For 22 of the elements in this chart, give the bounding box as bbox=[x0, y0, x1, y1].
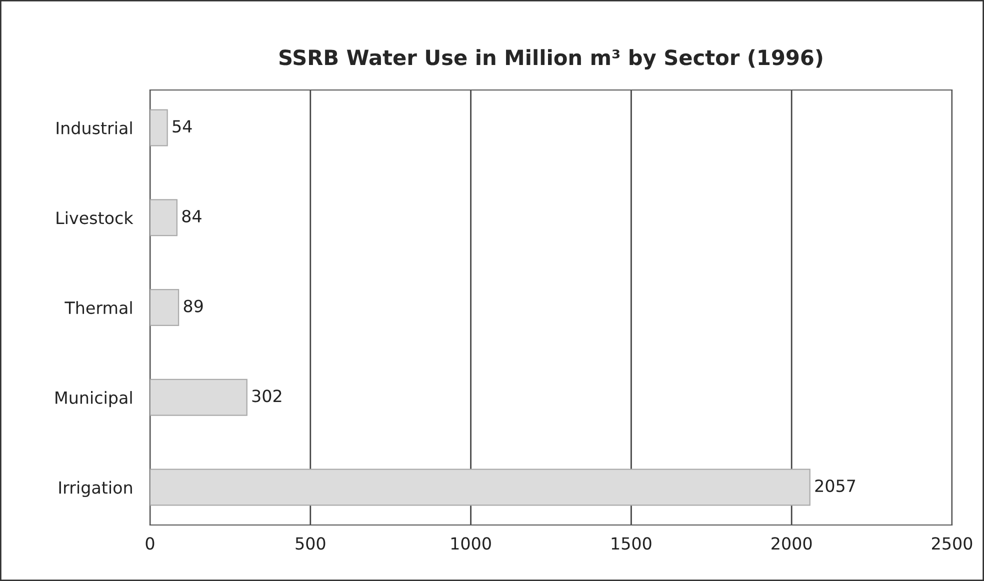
y-tick-label: Industrial bbox=[56, 121, 132, 134]
x-tick-label: 2500 bbox=[932, 537, 972, 550]
data-label: 302 bbox=[252, 390, 282, 402]
data-label: 54 bbox=[172, 120, 192, 133]
y-tick-label: Livestock bbox=[56, 211, 134, 224]
bar bbox=[150, 468, 810, 506]
x-tick-label: 1500 bbox=[612, 537, 652, 550]
bar bbox=[150, 199, 178, 236]
y-tick-label: Municipal bbox=[56, 391, 132, 408]
data-label: 84 bbox=[182, 210, 202, 222]
bar bbox=[150, 378, 248, 416]
bar bbox=[150, 109, 168, 146]
chart-title: SSRB Water Use in Million m³ by Sector (1996) bbox=[280, 49, 822, 70]
data-label: 2057 bbox=[815, 479, 856, 492]
data-label: 89 bbox=[184, 300, 203, 312]
y-tick-label: Thermal bbox=[64, 301, 132, 314]
x-tick-label: 500 bbox=[296, 537, 326, 550]
x-tick-label: 0 bbox=[146, 537, 154, 550]
x-tick-label: 2000 bbox=[772, 537, 812, 550]
y-tick-label: Irrigation bbox=[59, 480, 132, 498]
bar bbox=[150, 288, 180, 326]
x-tick-label: 1000 bbox=[451, 537, 491, 550]
